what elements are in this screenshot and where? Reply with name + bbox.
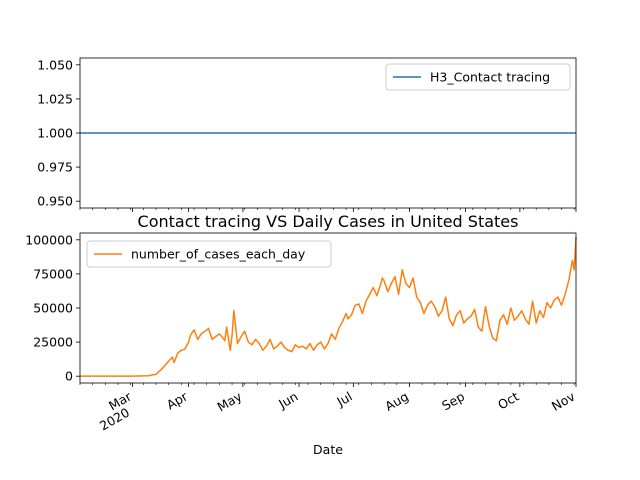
- chart-title: Contact tracing VS Daily Cases in United…: [138, 212, 519, 231]
- top-legend-box: [385, 63, 571, 91]
- bottom-y-tick-label: 100000: [25, 232, 73, 247]
- bottom-x-tick-label: Jul: [333, 389, 354, 410]
- top-y-tick-label: 1.000: [37, 126, 73, 141]
- top-y-tick-label: 1.025: [37, 91, 73, 106]
- bottom-y-tick-label: 0: [65, 369, 73, 384]
- top-y-tick-label: 0.975: [37, 160, 73, 175]
- x-axis-label: Date: [313, 442, 343, 457]
- bottom-legend-box: [86, 240, 332, 268]
- top-legend-label: H3_Contact tracing: [430, 70, 550, 85]
- top-y-tick-label: 1.050: [37, 57, 73, 72]
- top-panel: 0.950 0.975 1.000 1.025 1.050 H3_Contact tra…: [37, 57, 577, 212]
- bottom-plot-area: [80, 237, 577, 377]
- top-y-axis: 0.950 0.975 1.000 1.025 1.050: [37, 57, 80, 209]
- bottom-legend-label: number_of_cases_each_day: [131, 247, 306, 262]
- top-y-tick-label: 0.950: [37, 194, 73, 209]
- bottom-y-tick-label: 50000: [33, 301, 73, 316]
- bottom-y-tick-label: 25000: [33, 335, 73, 350]
- top-x-ticks: [79, 208, 577, 212]
- bottom-legend: number_of_cases_each_day: [86, 240, 332, 268]
- bottom-series-line: [80, 237, 577, 377]
- bottom-y-axis: 0 25000 50000 75000 100000: [25, 232, 80, 384]
- bottom-y-tick-label: 75000: [33, 266, 73, 281]
- top-legend: H3_Contact tracing: [385, 63, 571, 91]
